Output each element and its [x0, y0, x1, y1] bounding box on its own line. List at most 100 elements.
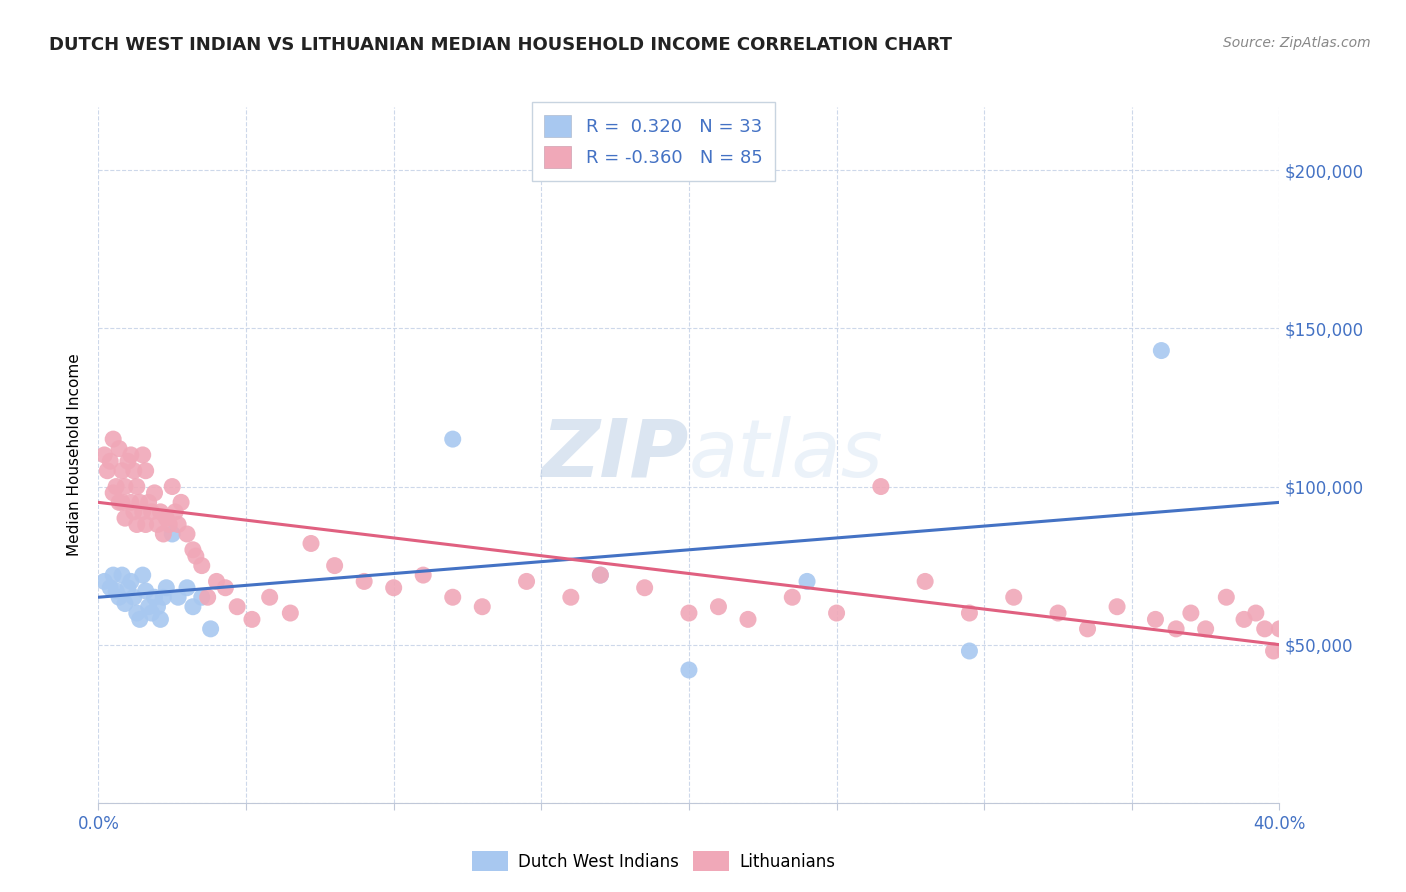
Point: [353, 574, 375, 589]
Point: [125, 606, 148, 620]
Point: [98, 581, 121, 595]
Point: [782, 591, 804, 605]
Point: [678, 606, 700, 620]
Point: [120, 495, 142, 509]
Point: [143, 591, 166, 605]
Point: [1268, 622, 1291, 636]
Point: [114, 511, 136, 525]
Point: [103, 568, 125, 582]
Point: [1150, 343, 1173, 358]
Point: [226, 599, 249, 614]
Point: [1263, 644, 1285, 658]
Point: [181, 599, 204, 614]
Point: [382, 581, 405, 595]
Point: [796, 574, 818, 589]
Point: [1046, 606, 1069, 620]
Point: [191, 558, 214, 573]
Point: [959, 644, 981, 658]
Point: [197, 591, 219, 605]
Point: [240, 612, 263, 626]
Point: [120, 574, 142, 589]
Point: [170, 495, 193, 509]
Point: [205, 574, 228, 589]
Point: [515, 574, 537, 589]
Point: [589, 568, 612, 582]
Text: ZIP: ZIP: [541, 416, 689, 494]
Point: [1195, 622, 1218, 636]
Point: [167, 517, 190, 532]
Point: [108, 495, 131, 509]
Point: [122, 591, 145, 605]
Point: [1144, 612, 1167, 626]
Point: [146, 517, 169, 532]
Point: [103, 432, 125, 446]
Point: [135, 583, 157, 598]
Point: [111, 495, 134, 509]
Point: [589, 568, 612, 582]
Point: [441, 591, 464, 605]
Point: [1164, 622, 1187, 636]
Point: [128, 495, 150, 509]
Point: [299, 536, 322, 550]
Text: Source: ZipAtlas.com: Source: ZipAtlas.com: [1223, 36, 1371, 50]
Point: [1077, 622, 1099, 636]
Point: [152, 527, 174, 541]
Point: [93, 448, 115, 462]
Point: [122, 505, 145, 519]
Point: [149, 505, 172, 519]
Point: [633, 581, 655, 595]
Point: [162, 527, 183, 541]
Point: [132, 448, 155, 462]
Point: [120, 448, 142, 462]
Point: [323, 558, 346, 573]
Point: [1002, 591, 1025, 605]
Point: [560, 591, 582, 605]
Point: [737, 612, 759, 626]
Point: [117, 454, 139, 468]
Point: [149, 612, 172, 626]
Point: [176, 527, 198, 541]
Text: DUTCH WEST INDIAN VS LITHUANIAN MEDIAN HOUSEHOLD INCOME CORRELATION CHART: DUTCH WEST INDIAN VS LITHUANIAN MEDIAN H…: [49, 36, 952, 54]
Point: [1180, 606, 1202, 620]
Point: [152, 591, 174, 605]
Legend: Dutch West Indians, Lithuanians: Dutch West Indians, Lithuanians: [465, 845, 842, 878]
Point: [155, 581, 177, 595]
Point: [146, 599, 169, 614]
Point: [96, 464, 118, 478]
Point: [1105, 599, 1128, 614]
Point: [98, 454, 121, 468]
Point: [157, 517, 180, 532]
Point: [125, 479, 148, 493]
Point: [1322, 764, 1344, 779]
Point: [278, 606, 302, 620]
Point: [1274, 644, 1296, 658]
Point: [128, 612, 150, 626]
Point: [135, 517, 157, 532]
Point: [141, 606, 163, 620]
Point: [176, 581, 198, 595]
Point: [141, 505, 163, 519]
Point: [108, 442, 131, 456]
Point: [135, 464, 157, 478]
Point: [155, 511, 177, 525]
Point: [471, 599, 494, 614]
Point: [1303, 632, 1326, 646]
Point: [1254, 622, 1277, 636]
Point: [259, 591, 281, 605]
Point: [181, 542, 204, 557]
Point: [138, 599, 160, 614]
Point: [138, 495, 160, 509]
Point: [143, 486, 166, 500]
Point: [111, 464, 134, 478]
Point: [117, 581, 139, 595]
Point: [707, 599, 730, 614]
Point: [108, 591, 131, 605]
Point: [114, 479, 136, 493]
Point: [914, 574, 936, 589]
Point: [167, 591, 190, 605]
Point: [93, 574, 115, 589]
Point: [103, 486, 125, 500]
Point: [1292, 622, 1315, 636]
Point: [105, 479, 128, 493]
Point: [114, 597, 136, 611]
